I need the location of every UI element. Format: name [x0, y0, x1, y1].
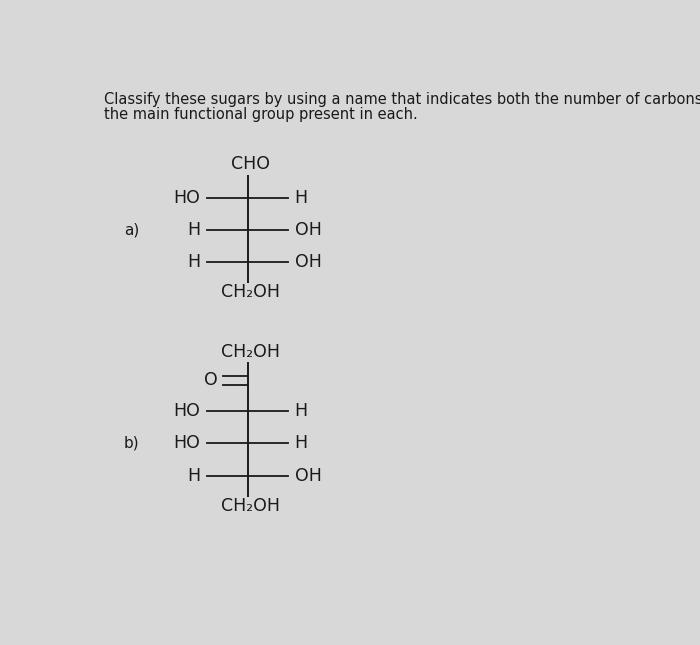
Text: CHO: CHO — [231, 155, 270, 174]
Text: CH₂OH: CH₂OH — [220, 283, 280, 301]
Text: HO: HO — [174, 188, 200, 206]
Text: O: O — [204, 372, 218, 390]
Text: Classify these sugars by using a name that indicates both the number of carbons : Classify these sugars by using a name th… — [104, 92, 700, 107]
Text: b): b) — [123, 436, 139, 451]
Text: H: H — [187, 221, 200, 239]
Text: H: H — [295, 402, 308, 420]
Text: OH: OH — [295, 221, 321, 239]
Text: OH: OH — [295, 467, 321, 484]
Text: a): a) — [124, 223, 139, 237]
Text: H: H — [187, 467, 200, 484]
Text: CH₂OH: CH₂OH — [220, 342, 280, 361]
Text: HO: HO — [174, 402, 200, 420]
Text: HO: HO — [174, 435, 200, 452]
Text: the main functional group present in each.: the main functional group present in eac… — [104, 107, 417, 122]
Text: H: H — [187, 253, 200, 271]
Text: H: H — [295, 188, 308, 206]
Text: CH₂OH: CH₂OH — [220, 497, 280, 515]
Text: H: H — [295, 435, 308, 452]
Text: OH: OH — [295, 253, 321, 271]
